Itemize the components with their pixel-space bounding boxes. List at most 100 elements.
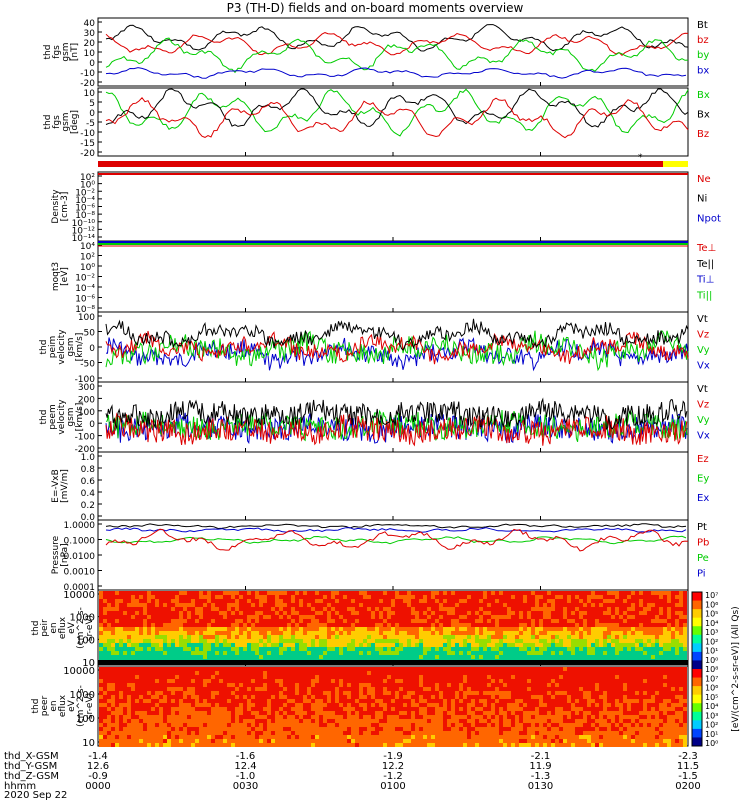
spectrogram-cell <box>507 727 511 731</box>
spectrogram-cell <box>463 647 467 651</box>
spectrogram-cell <box>431 643 435 647</box>
spectrogram-cell <box>183 607 187 611</box>
spectrogram-cell <box>507 591 511 595</box>
spectrogram-cell <box>439 691 443 695</box>
spectrogram-cell <box>155 623 159 627</box>
spectrogram-cell <box>419 727 423 731</box>
spectrogram-cell <box>143 707 147 711</box>
spectrogram-cell <box>511 723 515 727</box>
spectrogram-cell <box>371 703 375 707</box>
spectrogram-cell <box>511 631 515 635</box>
spectrogram-cell <box>427 667 431 671</box>
spectrogram-cell <box>139 627 143 631</box>
spectrogram-cell <box>263 687 267 691</box>
spectrogram-cell <box>539 655 543 659</box>
spectrogram-cell <box>583 591 587 595</box>
spectrogram-cell <box>271 735 275 739</box>
spectrogram-cell <box>155 715 159 719</box>
spectrogram-cell <box>499 595 503 599</box>
spectrogram-cell <box>263 639 267 643</box>
spectrogram-cell <box>343 679 347 683</box>
spectrogram-cell <box>299 615 303 619</box>
spectrogram-cell <box>303 683 307 687</box>
spectrogram-cell <box>119 599 123 603</box>
spectrogram-cell <box>603 599 607 603</box>
spectrogram-cell <box>167 603 171 607</box>
spectrogram-cell <box>131 655 135 659</box>
spectrogram-cell <box>367 655 371 659</box>
spectrogram-cell <box>491 615 495 619</box>
spectrogram-cell <box>639 591 643 595</box>
spectrogram-cell <box>239 647 243 651</box>
spectrogram-cell <box>471 639 475 643</box>
spectrogram-cell <box>435 651 439 655</box>
spectrogram-cell <box>407 639 411 643</box>
spectrogram-cell <box>191 715 195 719</box>
spectrogram-cell <box>383 683 387 687</box>
spectrogram-cell <box>199 679 203 683</box>
spectrogram-cell <box>635 627 639 631</box>
spectrogram-cell <box>435 707 439 711</box>
spectrogram-cell <box>319 619 323 623</box>
spectrogram-cell <box>291 703 295 707</box>
spectrogram-cell <box>611 603 615 607</box>
spectrogram-cell <box>599 655 603 659</box>
spectrogram-cell <box>99 647 103 651</box>
spectrogram-cell <box>467 703 471 707</box>
spectrogram-cell <box>211 619 215 623</box>
spectrogram-cell <box>115 735 119 739</box>
spectrogram-cell <box>423 603 427 607</box>
spectrogram-cell <box>319 591 323 595</box>
spectrogram-cell <box>307 675 311 679</box>
spectrogram-cell <box>355 607 359 611</box>
spectrogram-cell <box>279 639 283 643</box>
spectrogram-cell <box>523 635 527 639</box>
spectrogram-cell <box>271 627 275 631</box>
spectrogram-cell <box>495 607 499 611</box>
spectrogram-cell <box>383 695 387 699</box>
spectrogram-cell <box>551 615 555 619</box>
spectrogram-cell <box>651 615 655 619</box>
spectrogram-cell <box>323 735 327 739</box>
spectrogram-cell <box>435 667 439 671</box>
spectrogram-cell <box>635 639 639 643</box>
spectrogram-cell <box>199 735 203 739</box>
spectrogram-cell <box>419 679 423 683</box>
spectrogram-cell <box>323 603 327 607</box>
spectrogram-cell <box>371 599 375 603</box>
spectrogram-cell <box>427 723 431 727</box>
spectrogram-cell <box>627 615 631 619</box>
spectrogram-cell <box>195 735 199 739</box>
spectrogram-cell <box>551 651 555 655</box>
spectrogram-cell <box>367 731 371 735</box>
spectrogram-cell <box>211 615 215 619</box>
spectrogram-cell <box>175 707 179 711</box>
spectrogram-cell <box>611 591 615 595</box>
spectrogram-cell <box>119 735 123 739</box>
spectrogram-cell <box>651 631 655 635</box>
spectrogram-cell <box>443 595 447 599</box>
spectrogram-cell <box>211 607 215 611</box>
spectrogram-cell <box>395 647 399 651</box>
spectrogram-cell <box>455 595 459 599</box>
spectrogram-cell <box>467 627 471 631</box>
spectrogram-cell <box>675 607 679 611</box>
spectrogram-cell <box>415 623 419 627</box>
spectrogram-cell <box>447 735 451 739</box>
spectrogram-cell <box>547 611 551 615</box>
spectrogram-cell <box>223 639 227 643</box>
spectrogram-cell <box>227 683 231 687</box>
spectrogram-cell <box>279 707 283 711</box>
spectrogram-cell <box>243 739 247 743</box>
y-tick-label: -200 <box>75 445 96 455</box>
spectrogram-cell <box>275 671 279 675</box>
spectrogram-cell <box>539 643 543 647</box>
spectrogram-cell <box>423 635 427 639</box>
spectrogram-cell <box>363 603 367 607</box>
spectrogram-cell <box>471 607 475 611</box>
spectrogram-cell <box>255 699 259 703</box>
spectrogram-cell <box>111 615 115 619</box>
spectrogram-cell <box>151 703 155 707</box>
spectrogram-cell <box>671 607 675 611</box>
spectrogram-cell <box>423 611 427 615</box>
